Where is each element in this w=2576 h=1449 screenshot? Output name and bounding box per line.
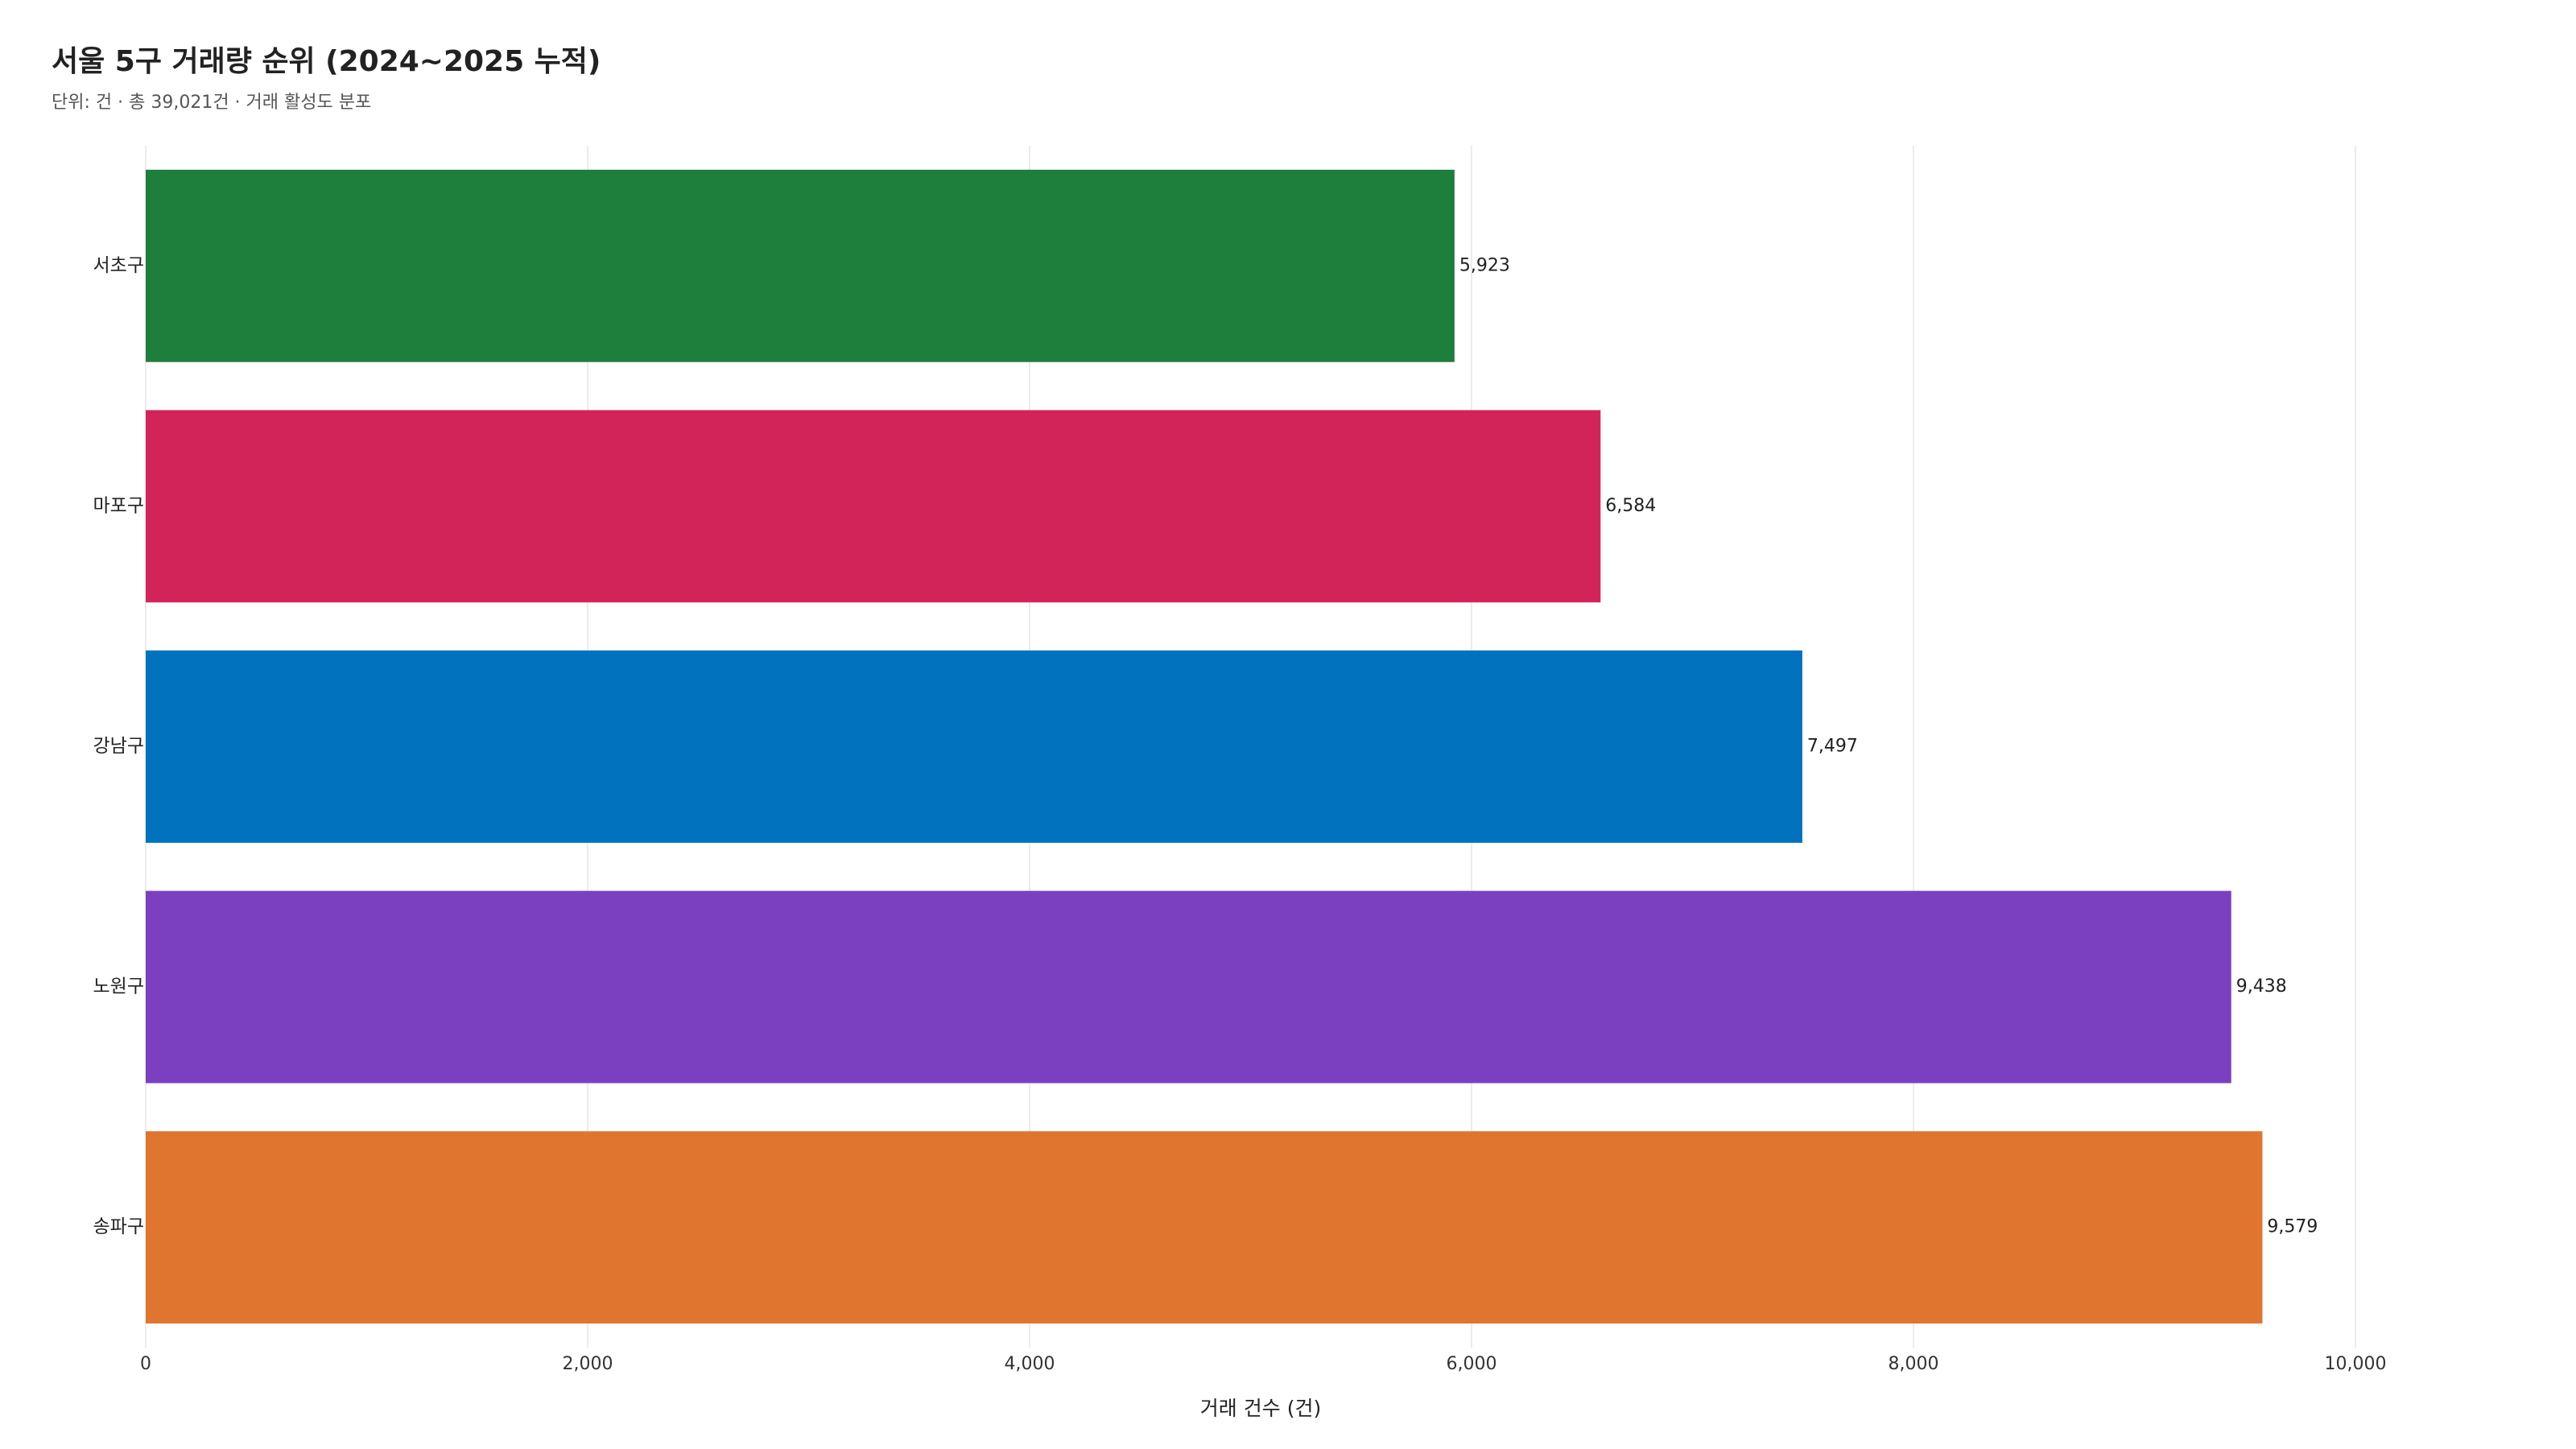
y-tick-label: 서초구 <box>93 255 144 276</box>
x-tick-label: 0 <box>140 1354 151 1374</box>
bar <box>146 890 2231 1084</box>
value-label: 9,438 <box>2236 976 2287 997</box>
bar <box>146 650 1802 843</box>
chart-subtitle: 단위: 건 · 총 39,021건 · 거래 활성도 분포 <box>52 93 371 113</box>
x-axis-label: 거래 건수 (건) <box>1200 1397 1321 1420</box>
y-tick-label: 노원구 <box>93 976 144 997</box>
bar <box>146 169 1455 362</box>
x-tick-label: 10,000 <box>2325 1354 2387 1374</box>
y-tick-label: 강남구 <box>93 736 144 757</box>
x-tick-label: 4,000 <box>1005 1354 1055 1374</box>
x-tick-label: 2,000 <box>563 1354 613 1374</box>
y-tick-label: 송파구 <box>93 1216 144 1237</box>
chart-title: 서울 5구 거래량 순위 (2024~2025 누적) <box>52 45 601 78</box>
bar <box>146 410 1601 603</box>
value-label: 6,584 <box>1605 496 1656 516</box>
bar <box>146 1131 2263 1324</box>
value-label: 5,923 <box>1459 255 1510 275</box>
y-tick-label: 마포구 <box>93 495 144 516</box>
value-label: 9,579 <box>2267 1217 2318 1237</box>
x-tick-label: 6,000 <box>1447 1354 1497 1374</box>
x-tick-label: 8,000 <box>1889 1354 1939 1374</box>
value-label: 7,497 <box>1807 737 1858 757</box>
